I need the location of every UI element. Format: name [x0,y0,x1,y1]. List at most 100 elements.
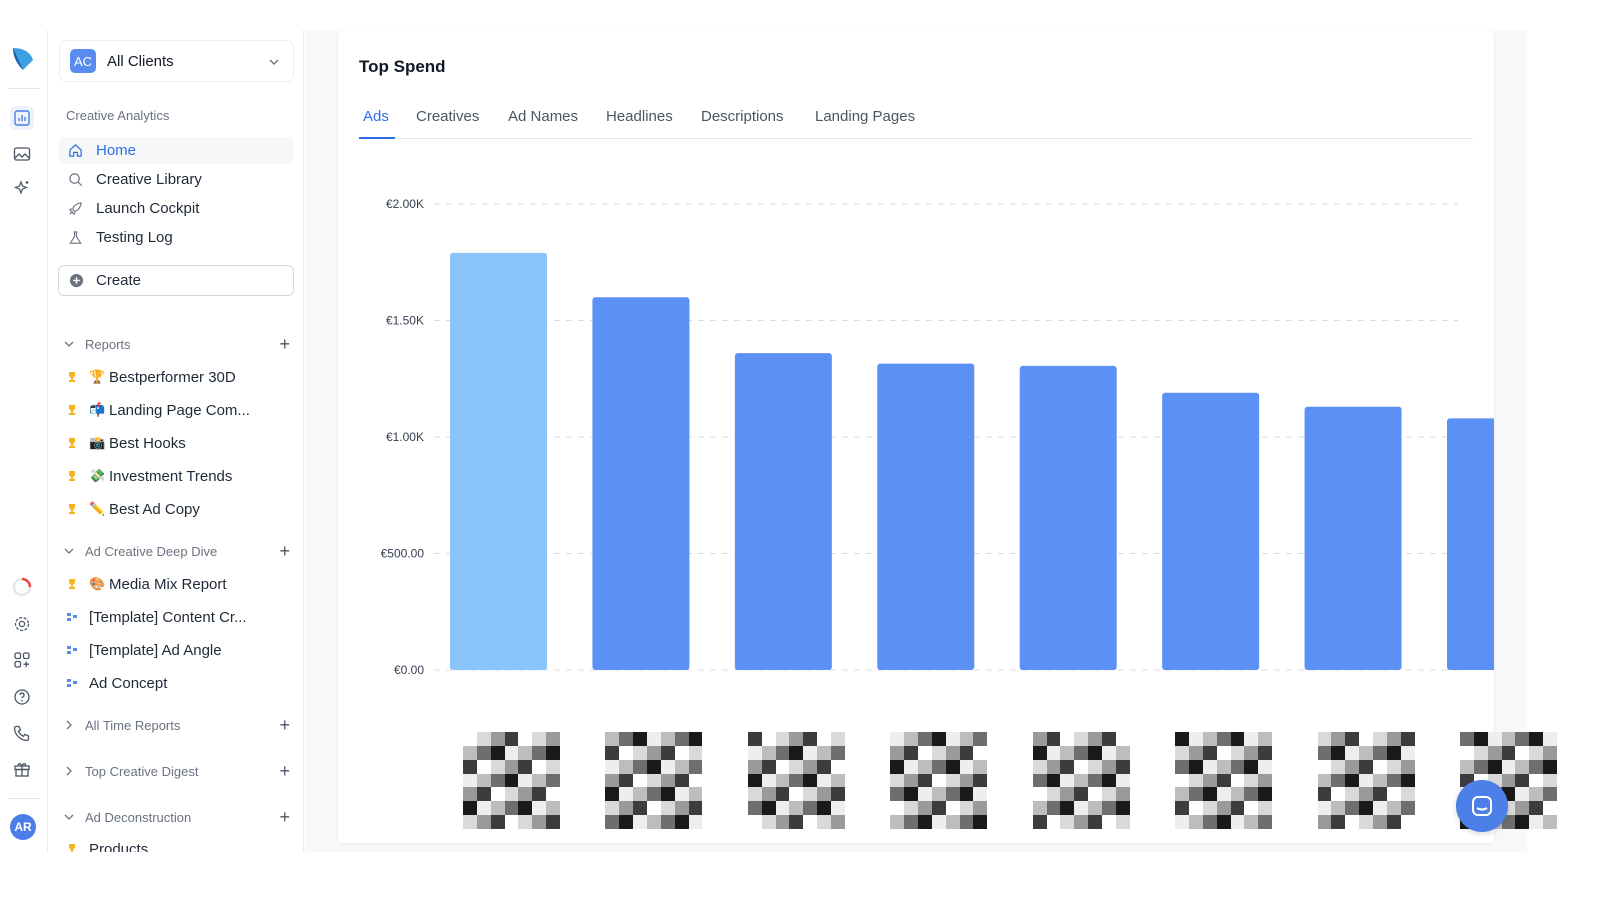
bar[interactable] [1019,365,1117,670]
trophy-icon [65,842,79,852]
thumbnail-pixel [1372,801,1387,816]
group-ad-creative-deep-dive[interactable]: Ad Creative Deep Dive + [63,540,293,562]
report-item[interactable]: Ad Concept [65,670,293,696]
bar[interactable] [592,297,690,670]
nav-testing-log[interactable]: Testing Log [59,224,294,251]
thumbnail-pixel [1487,732,1502,746]
thumbnail-pixel [518,732,533,746]
brand-logo-icon[interactable] [11,46,35,72]
thumbnail-pixel [1529,787,1544,802]
add-report-button[interactable]: + [279,715,290,735]
nav-launch-cockpit[interactable]: Launch Cockpit [59,195,294,222]
nav-creative-library[interactable]: Creative Library [59,166,294,193]
thumbnail-pixel [463,815,477,829]
bar[interactable] [877,363,975,670]
ad-thumbnail[interactable] [747,732,845,829]
thumbnail-pixel [959,773,974,788]
chat-button[interactable] [1456,780,1508,832]
ad-thumbnail[interactable] [605,732,703,829]
tab-creatives[interactable]: Creatives [416,108,480,125]
add-report-button[interactable]: + [279,807,290,827]
report-item[interactable]: [Template] Content Cr... [65,604,293,630]
thumbnail-pixel [1074,745,1089,760]
apps-icon[interactable] [10,648,34,672]
thumbnail-pixel [1202,745,1217,760]
report-item[interactable]: [Template] Ad Angle [65,637,293,663]
report-item[interactable]: 🎨 Media Mix Report [65,571,293,597]
thumbnail-pixel [490,745,505,760]
tab-descriptions[interactable]: Descriptions [701,108,784,125]
ad-thumbnail[interactable] [1032,732,1130,829]
report-emoji: 🎨 [89,576,106,591]
thumbnail-pixel [1115,745,1130,760]
thumbnail-pixel [532,787,547,802]
ad-thumbnail[interactable] [1317,732,1415,829]
thumbnail-pixel [1216,745,1231,760]
thumbnail-pixel [518,787,533,802]
bar[interactable] [450,252,547,670]
thumbnail-pixel [660,759,675,774]
thumbnail-pixel [1230,787,1245,802]
add-report-button[interactable]: + [279,334,290,354]
thumbnail-pixel [1244,759,1259,774]
report-item[interactable]: 💸 Investment Trends [65,463,293,489]
thumbnail-pixel [1543,815,1557,829]
ad-thumbnail[interactable] [1175,732,1273,829]
help-icon[interactable] [10,685,34,709]
bar[interactable] [1162,392,1260,670]
report-item[interactable]: 📸 Best Hooks [65,430,293,456]
tab-landing-pages[interactable]: Landing Pages [815,108,916,125]
thumbnail-pixel [1115,759,1130,774]
thumbnail-pixel [1032,801,1047,816]
report-item[interactable]: 📬 Landing Page Com... [65,397,293,423]
group-ad-deconstruction[interactable]: Ad Deconstruction + [63,806,293,828]
report-item[interactable]: 🏆 Bestperformer 30D [65,364,293,390]
group-top-creative-digest[interactable]: Top Creative Digest + [63,760,293,782]
thumbnail-pixel [688,732,703,746]
ad-thumbnail[interactable] [890,732,988,829]
thumbnail-pixel [1088,745,1102,760]
phone-icon[interactable] [10,721,34,745]
thumbnail-pixel [1359,773,1373,788]
thumbnail-pixel [476,732,491,746]
bar[interactable] [1304,406,1402,670]
group-all-time-reports[interactable]: All Time Reports + [63,714,293,736]
client-selector[interactable]: AC All Clients [59,40,294,82]
tab-headlines[interactable]: Headlines [606,108,673,125]
ad-thumbnail[interactable] [463,732,560,829]
bar[interactable] [1447,418,1494,670]
report-item[interactable]: Products [65,836,293,852]
loading-ring-icon [10,575,34,599]
thumbnail-pixel [1202,759,1217,774]
avatar[interactable]: AR [10,814,36,840]
add-report-button[interactable]: + [279,761,290,781]
thumbnail-pixel [1175,773,1189,788]
thumbnail-pixel [1487,745,1502,760]
tab-ad-names[interactable]: Ad Names [508,108,579,125]
bar[interactable] [734,353,832,670]
thumbnail-pixel [504,759,519,774]
analytics-icon[interactable] [10,106,34,130]
create-button[interactable]: Create [58,265,294,296]
thumbnail-pixel [1386,787,1401,802]
report-item[interactable]: ✏️ Best Ad Copy [65,496,293,522]
nav-label: Creative Library [96,171,202,188]
thumbnail-pixel [1317,759,1332,774]
group-label: Ad Creative Deep Dive [85,543,218,559]
thumbnail-pixel [904,745,918,760]
thumbnail-pixel [803,745,818,760]
group-reports[interactable]: Reports + [63,333,293,355]
thumbnail-pixel [1230,801,1245,816]
add-report-button[interactable]: + [279,541,290,561]
thumbnail-pixel [931,801,946,816]
search-icon [67,172,83,188]
thumbnail-pixel [1345,815,1360,829]
settings-icon[interactable] [10,612,34,636]
tab-ads[interactable]: Ads [359,108,395,139]
thumbnail-pixel [476,787,491,802]
icon-rail: AR [0,30,48,852]
image-icon[interactable] [10,142,34,166]
gift-icon[interactable] [10,757,34,781]
sparkles-icon[interactable] [10,176,34,200]
nav-home[interactable]: Home [59,137,294,164]
